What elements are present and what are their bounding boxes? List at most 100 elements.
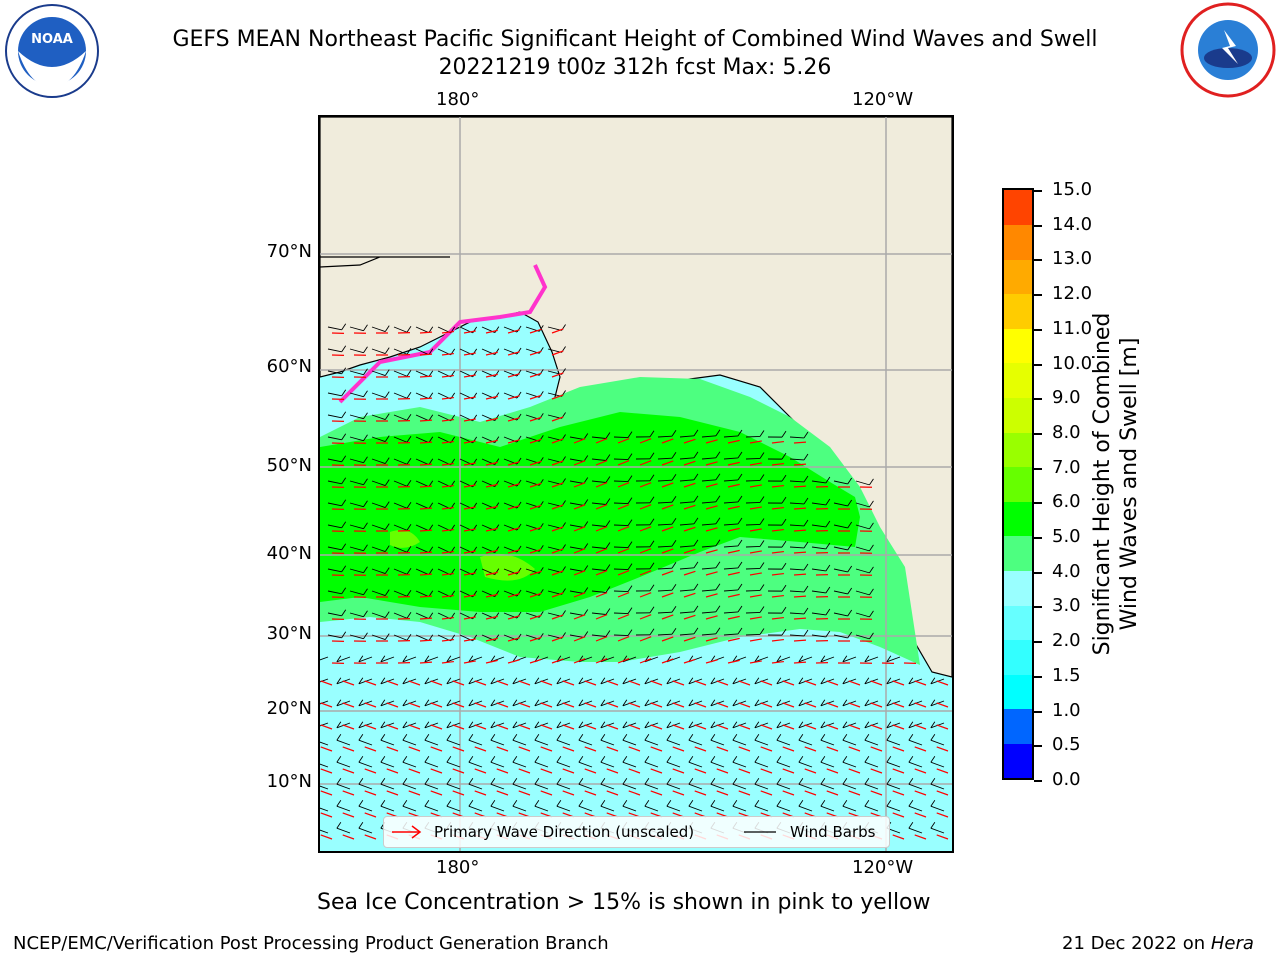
wind-barb-flag [468, 733, 474, 741]
wind-barb-flag [516, 347, 522, 355]
wave-direction-arrow [727, 461, 740, 466]
wind-barb [679, 457, 694, 460]
wind-barb-flag [516, 589, 522, 597]
wind-barb [776, 739, 791, 746]
wave-direction-arrow [496, 768, 509, 774]
wave-direction-arrow [562, 680, 575, 686]
wind-barb-flag [406, 435, 412, 443]
wind-barb-flag [627, 629, 633, 636]
wind-barb-flag [494, 568, 500, 575]
wave-direction-arrow [771, 484, 784, 488]
wave-direction-arrow [892, 680, 905, 686]
wave-direction-arrow [485, 549, 498, 554]
wind-barb [490, 783, 505, 790]
wave-direction-arrow [507, 527, 520, 532]
wind-barb-flag [671, 429, 677, 437]
wind-barb [811, 612, 826, 616]
wind-barb [371, 458, 386, 465]
wind-barb-flag [424, 677, 430, 685]
wind-barb-flag [732, 799, 738, 807]
wind-barb [578, 761, 593, 768]
wave-direction-arrow [507, 483, 520, 488]
colorbar-tick-label: 14.0 [1052, 213, 1093, 235]
wind-barb-flag [825, 476, 831, 484]
wind-barb [798, 761, 813, 768]
wind-barb-flag [424, 655, 430, 663]
wave-direction-arrow [936, 702, 949, 708]
wave-direction-arrow [540, 746, 553, 752]
lon-label-top-120w: 120°W [852, 89, 914, 110]
wind-barb [349, 568, 364, 574]
wind-barb [701, 435, 716, 438]
wind-barb-flag [406, 413, 412, 421]
wind-barb-flag [693, 605, 699, 613]
wave-direction-arrow [892, 702, 905, 708]
wave-direction-arrow [441, 440, 454, 444]
wind-barb [657, 567, 673, 570]
wind-barb [320, 741, 329, 746]
wind-barb [402, 761, 417, 768]
wave-direction-arrow [628, 680, 641, 686]
wave-direction-arrow [705, 439, 718, 444]
colorbar-segment [1004, 639, 1032, 675]
wave-direction-arrow [562, 702, 575, 708]
colorbar-tick-mark [1034, 710, 1042, 713]
wind-barb-flag [781, 606, 787, 614]
wave-direction-arrow [529, 636, 542, 642]
colorbar-tick-label: 1.0 [1052, 699, 1081, 721]
wind-barb [327, 458, 342, 463]
wave-direction-arrow [342, 790, 355, 796]
wave-direction-arrow [573, 570, 586, 576]
wave-direction-arrow [551, 372, 564, 378]
wind-barb-flag [908, 755, 914, 763]
wind-barb-flag [363, 324, 368, 331]
wind-barb-flag [556, 699, 562, 707]
wind-barb-flag [516, 479, 522, 487]
wave-direction-arrow [639, 658, 652, 664]
wave-direction-arrow [804, 702, 817, 708]
wave-direction-arrow [463, 440, 476, 444]
wave-direction-arrow [507, 461, 520, 466]
wave-direction-arrow [529, 504, 542, 510]
wave-direction-arrow [760, 724, 773, 730]
wave-direction-arrow [364, 790, 377, 796]
wind-barb-flag [578, 677, 584, 685]
wave-direction-arrow [892, 768, 905, 774]
wave-direction-arrow [738, 702, 751, 708]
wind-barb [578, 739, 593, 746]
wind-barb-flag [710, 733, 716, 741]
wind-barb-flag [424, 799, 430, 807]
wave-direction-arrow [914, 680, 927, 686]
wind-barb-flag [494, 370, 500, 377]
wave-direction-arrow [529, 526, 542, 532]
wind-barb-flag [666, 799, 672, 807]
wave-direction-arrow [804, 680, 817, 686]
wind-barb [855, 480, 870, 486]
wind-barb [591, 480, 606, 483]
wind-barb-flag [688, 799, 694, 807]
wave-direction-arrow [936, 680, 949, 686]
wave-direction-arrow [540, 724, 553, 730]
wind-barb [930, 805, 945, 812]
wave-direction-arrow [793, 551, 807, 554]
wave-direction-arrow [771, 550, 784, 554]
wind-barb-flag [781, 584, 787, 592]
wind-barb [644, 656, 659, 663]
wind-barb [908, 739, 923, 746]
wind-barb-flag [930, 799, 936, 807]
wind-barb [569, 480, 584, 484]
wind-barb-flag [468, 699, 474, 707]
wave-direction-arrow [683, 658, 696, 664]
wave-direction-arrow [694, 680, 707, 686]
wind-barb [842, 783, 857, 790]
wave-direction-arrow [826, 702, 839, 708]
wave-direction-arrow [738, 680, 751, 686]
wave-direction-arrow [650, 768, 663, 774]
wind-barb-flag [886, 755, 892, 763]
wind-barb-flag [864, 733, 870, 741]
wave-direction-arrow [650, 680, 663, 686]
wind-barb [613, 612, 629, 615]
wind-barb [320, 785, 329, 790]
wind-barb-flag [622, 677, 628, 685]
wave-direction-arrow [716, 724, 729, 730]
